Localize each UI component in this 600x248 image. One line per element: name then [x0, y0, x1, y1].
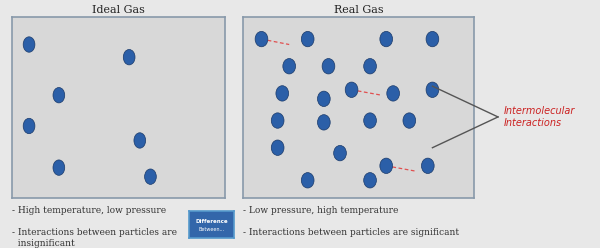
Ellipse shape — [271, 113, 284, 128]
Ellipse shape — [334, 145, 346, 161]
Ellipse shape — [301, 173, 314, 188]
Ellipse shape — [403, 113, 416, 128]
Ellipse shape — [271, 140, 284, 155]
Ellipse shape — [380, 158, 392, 174]
Ellipse shape — [364, 173, 376, 188]
Ellipse shape — [317, 91, 330, 107]
Text: - Interactions between particles are
  insignificant: - Interactions between particles are ins… — [12, 228, 177, 248]
Ellipse shape — [145, 169, 157, 184]
Ellipse shape — [53, 160, 65, 175]
Ellipse shape — [301, 31, 314, 47]
Ellipse shape — [426, 31, 439, 47]
Ellipse shape — [317, 115, 330, 130]
Ellipse shape — [276, 86, 289, 101]
Ellipse shape — [421, 158, 434, 174]
Text: - High temperature, low pressure: - High temperature, low pressure — [12, 206, 166, 215]
Text: Intermolecular
Interactions: Intermolecular Interactions — [504, 106, 575, 128]
Ellipse shape — [387, 86, 400, 101]
Text: Difference: Difference — [195, 219, 228, 224]
Ellipse shape — [123, 50, 135, 65]
Title: Ideal Gas: Ideal Gas — [92, 5, 145, 15]
Ellipse shape — [255, 31, 268, 47]
Ellipse shape — [380, 31, 392, 47]
Ellipse shape — [364, 59, 376, 74]
Ellipse shape — [53, 88, 65, 103]
Ellipse shape — [23, 37, 35, 52]
Ellipse shape — [322, 59, 335, 74]
Ellipse shape — [345, 82, 358, 97]
Text: Between...: Between... — [199, 227, 224, 232]
Ellipse shape — [364, 113, 376, 128]
Title: Real Gas: Real Gas — [334, 5, 383, 15]
Ellipse shape — [23, 118, 35, 134]
Ellipse shape — [426, 82, 439, 97]
Ellipse shape — [134, 133, 146, 148]
Text: - Low pressure, high temperature: - Low pressure, high temperature — [243, 206, 398, 215]
Text: - Interactions between particles are significant: - Interactions between particles are sig… — [243, 228, 459, 237]
Ellipse shape — [283, 59, 296, 74]
